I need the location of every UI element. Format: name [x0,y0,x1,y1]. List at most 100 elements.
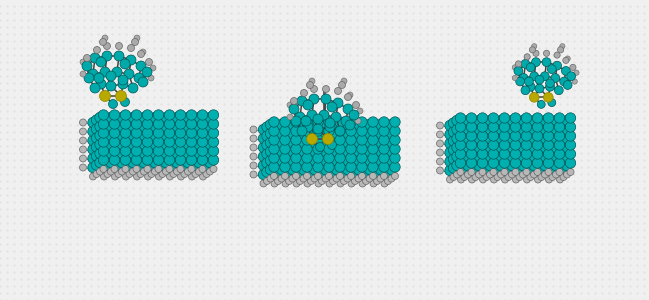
Circle shape [491,176,498,183]
Circle shape [363,178,369,184]
Circle shape [541,72,549,81]
Circle shape [267,175,274,182]
Circle shape [476,171,482,178]
Circle shape [317,167,327,177]
Circle shape [190,160,201,170]
Circle shape [88,117,98,128]
Circle shape [291,169,302,180]
Circle shape [88,144,98,155]
Circle shape [183,148,193,159]
Circle shape [465,171,472,178]
Circle shape [146,160,156,170]
Circle shape [350,122,360,132]
Circle shape [101,173,108,180]
Circle shape [210,166,217,172]
Circle shape [269,162,279,172]
Circle shape [168,160,178,170]
Circle shape [452,133,462,144]
Circle shape [565,140,576,150]
Circle shape [127,44,134,52]
Circle shape [556,169,563,176]
Circle shape [341,178,347,184]
Circle shape [364,137,374,148]
Circle shape [208,119,219,129]
Circle shape [472,173,479,181]
Circle shape [339,131,349,141]
Circle shape [291,98,297,104]
Circle shape [138,50,145,58]
Circle shape [131,155,141,165]
Circle shape [471,136,481,146]
Circle shape [377,175,384,182]
Circle shape [347,124,357,135]
Circle shape [353,137,363,148]
Circle shape [493,118,503,128]
Circle shape [533,165,543,176]
Circle shape [563,81,572,89]
Circle shape [92,160,102,170]
Circle shape [500,138,510,149]
Circle shape [358,133,368,144]
Circle shape [511,165,521,176]
Circle shape [183,130,193,141]
Circle shape [310,146,320,157]
Circle shape [390,162,400,172]
Circle shape [206,168,214,175]
Circle shape [548,99,556,106]
Circle shape [99,117,109,128]
Circle shape [512,65,517,70]
Circle shape [502,176,509,183]
Circle shape [282,180,289,187]
Circle shape [489,138,499,149]
Circle shape [291,142,302,153]
Circle shape [551,74,559,82]
Circle shape [522,156,532,167]
Circle shape [471,154,481,164]
Circle shape [456,113,466,123]
Circle shape [326,180,333,187]
Circle shape [496,133,506,144]
Circle shape [299,146,309,157]
Circle shape [324,124,335,135]
Circle shape [448,127,459,137]
Circle shape [194,139,204,150]
Circle shape [533,129,543,140]
Circle shape [541,171,548,178]
Circle shape [302,135,312,145]
Circle shape [125,151,135,161]
Circle shape [346,144,356,154]
Circle shape [357,153,367,163]
Circle shape [532,122,543,132]
Circle shape [437,131,443,138]
Circle shape [313,114,323,124]
Circle shape [521,158,532,168]
Circle shape [510,140,520,150]
Circle shape [488,131,498,141]
Circle shape [177,166,184,172]
Circle shape [379,135,389,145]
Circle shape [114,115,124,125]
Circle shape [98,110,108,120]
Circle shape [301,116,311,126]
Circle shape [172,148,182,159]
Circle shape [276,137,287,148]
Circle shape [306,131,316,141]
Circle shape [197,155,208,165]
Circle shape [536,118,546,128]
Circle shape [328,122,338,132]
Circle shape [466,140,477,150]
Circle shape [291,135,301,145]
Circle shape [80,71,86,77]
Circle shape [295,149,305,159]
Circle shape [530,92,539,102]
Circle shape [108,100,117,109]
Circle shape [459,154,470,164]
Circle shape [109,137,119,147]
Circle shape [361,158,371,168]
Circle shape [496,115,506,126]
Circle shape [534,169,541,176]
Circle shape [555,165,565,176]
Circle shape [168,124,178,134]
Circle shape [361,122,371,132]
Circle shape [250,126,257,133]
